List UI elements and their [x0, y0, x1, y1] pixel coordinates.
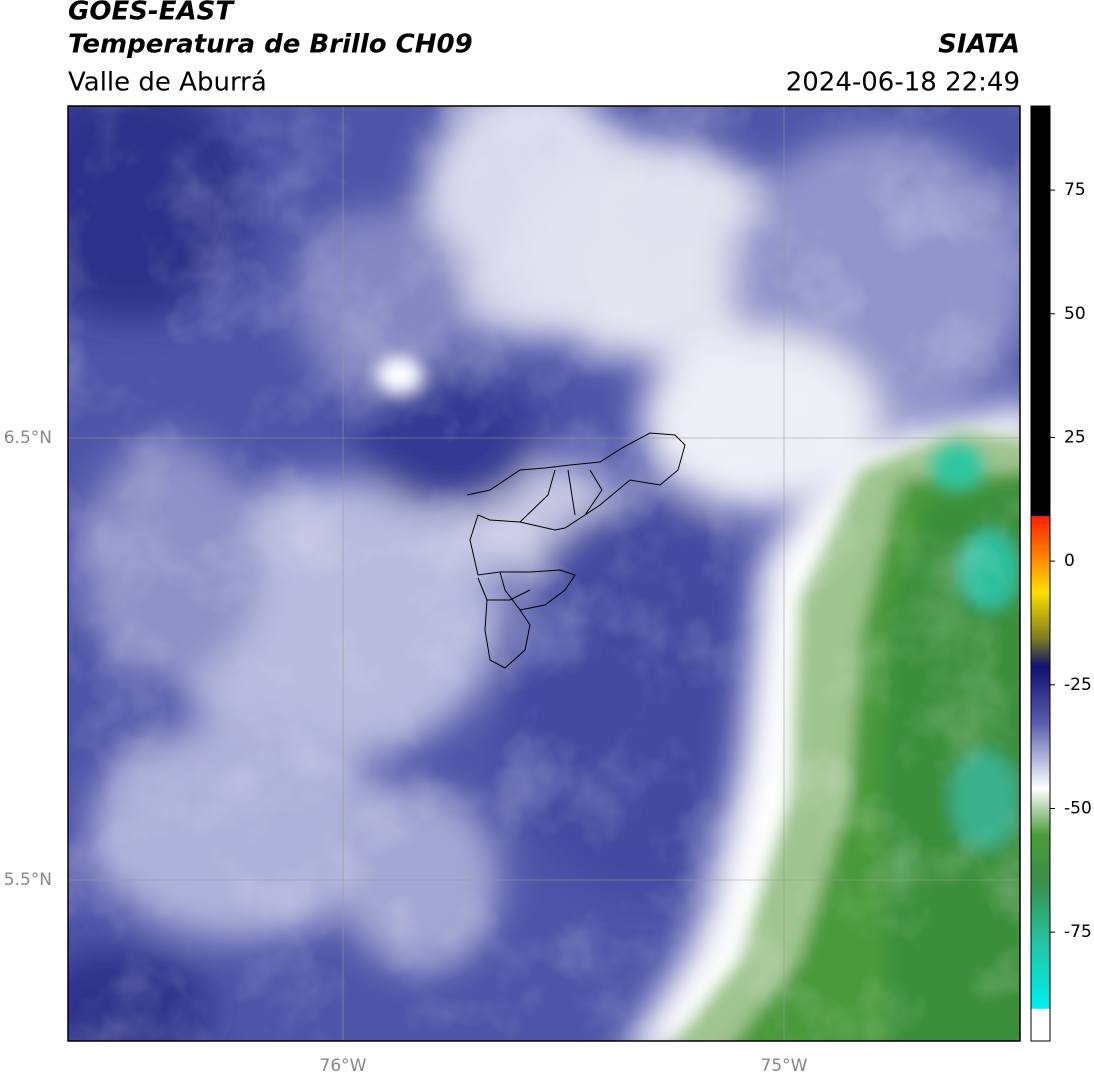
source: SIATA	[938, 30, 1020, 60]
colorbar	[1030, 105, 1051, 1042]
datetime: 2024-06-18 22:49	[786, 68, 1020, 98]
colorbar-tick-label: -50	[1064, 798, 1092, 818]
lon-label: 76°W	[320, 1056, 367, 1076]
lon-label: 75°W	[761, 1056, 808, 1076]
region: Valle de Aburrá	[68, 68, 267, 98]
graticule	[68, 106, 1020, 1041]
colorbar-tick-label: -75	[1064, 922, 1092, 942]
colorbar-tick-label: 0	[1064, 551, 1075, 571]
municipal-boundaries	[466, 432, 686, 669]
colorbar-tick-label: -25	[1064, 675, 1092, 695]
colorbar-tick-label: 50	[1064, 304, 1086, 324]
subtitle: Temperatura de Brillo CH09	[68, 30, 473, 60]
map-frame	[67, 105, 1021, 1042]
colorbar-tick-label: 25	[1064, 427, 1086, 447]
map-image	[68, 106, 1020, 1041]
colorbar-tick-label: 75	[1064, 180, 1086, 200]
title: GOES-EAST	[68, 0, 235, 27]
colorbar-ticks: 75 50 25 0 -25 -50 -75	[1050, 180, 1092, 942]
lat-label: 5.5°N	[4, 870, 52, 890]
lat-label: 6.5°N	[4, 428, 52, 448]
